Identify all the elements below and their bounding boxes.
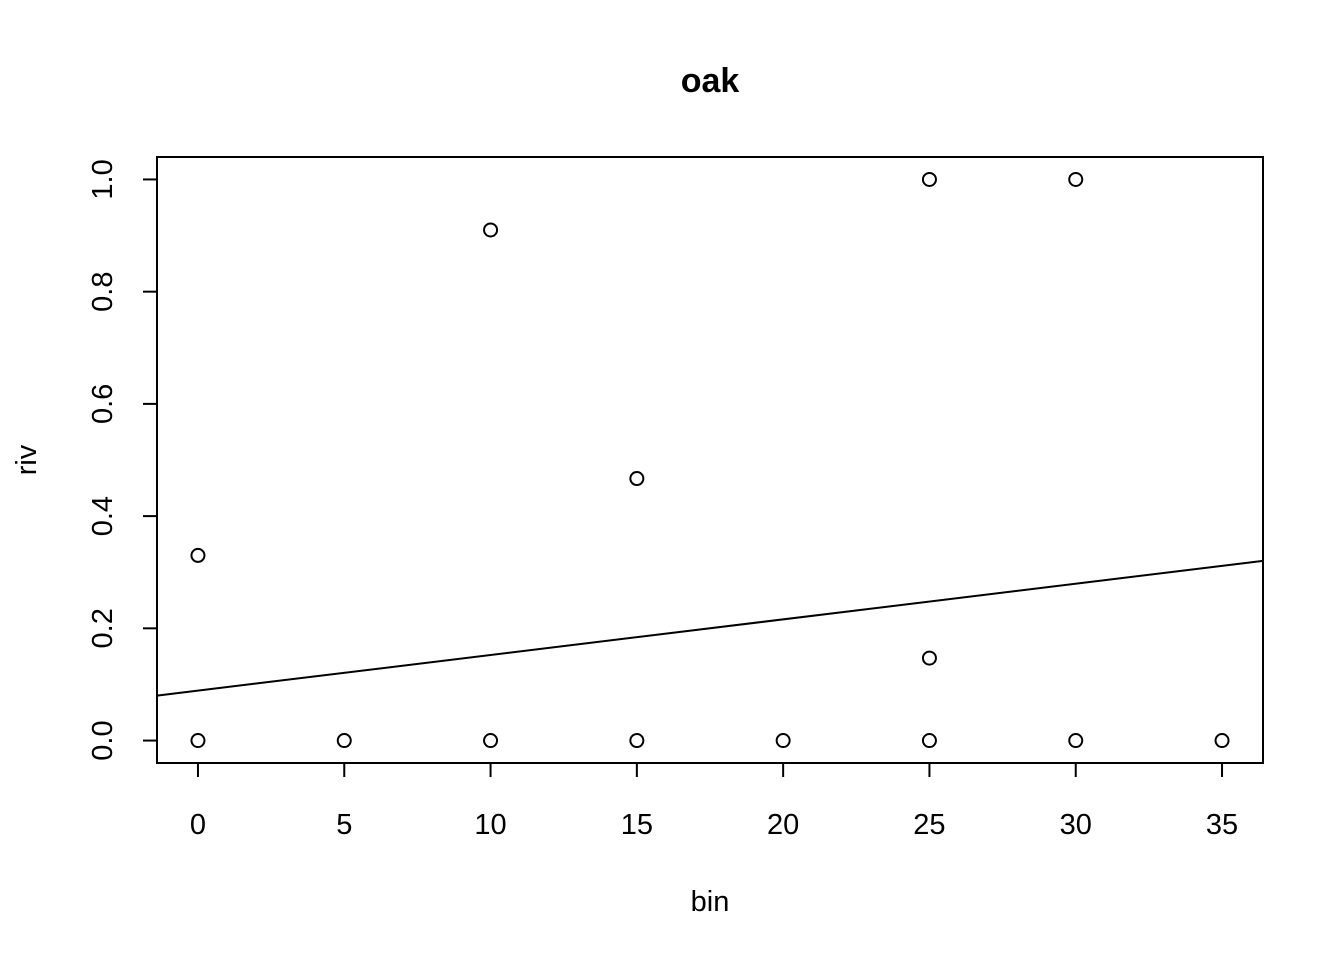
data-point [1068, 171, 1084, 187]
x-tick-label: 10 [474, 809, 506, 841]
y-axis-label: riv [11, 444, 43, 475]
y-tick-label: 0.0 [87, 720, 119, 760]
plot-area-frame [156, 156, 1264, 764]
x-tick-label: 15 [621, 809, 653, 841]
data-point [336, 733, 352, 749]
x-tick-label: 30 [1060, 809, 1092, 841]
data-point [483, 733, 499, 749]
x-tick-label: 0 [190, 809, 206, 841]
data-point [190, 547, 206, 563]
y-tick-label: 0.8 [87, 272, 119, 312]
data-point [629, 471, 645, 487]
x-tick-label: 25 [913, 809, 945, 841]
y-axis: 0.0 0.2 0.4 0.6 0.8 1.0 [87, 159, 158, 761]
data-point [775, 733, 791, 749]
x-axis: 0 5 10 15 20 25 30 35 [190, 762, 1238, 841]
x-tick-label: 35 [1206, 809, 1238, 841]
chart-title: oak [681, 62, 740, 100]
y-tick-label: 1.0 [87, 159, 119, 199]
points-layer [190, 171, 1230, 749]
data-point [921, 171, 937, 187]
data-point [1068, 733, 1084, 749]
data-point [1214, 733, 1230, 749]
data-point [921, 650, 937, 666]
data-point [629, 733, 645, 749]
data-point [921, 733, 937, 749]
x-tick-label: 20 [767, 809, 799, 841]
regression-line-layer [156, 559, 1264, 697]
data-point [483, 222, 499, 238]
x-axis-label: bin [691, 886, 730, 918]
x-tick-label: 5 [336, 809, 352, 841]
data-point [190, 733, 206, 749]
regression-line [156, 559, 1264, 697]
y-tick-label: 0.4 [87, 496, 119, 536]
y-tick-label: 0.6 [87, 384, 119, 424]
y-tick-label: 0.2 [87, 608, 119, 648]
